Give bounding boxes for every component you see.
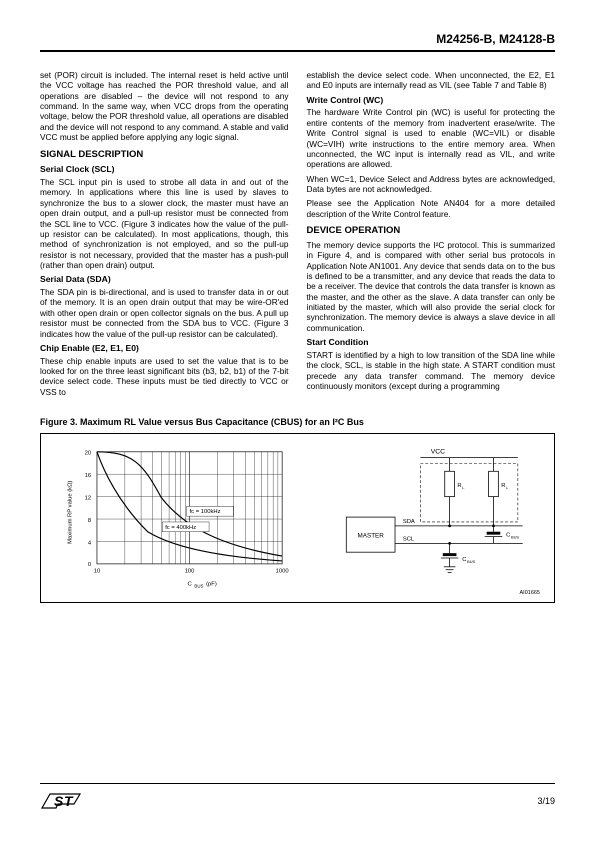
ce-head: Chip Enable (E2, E1, E0) bbox=[40, 343, 289, 354]
sda-head: Serial Data (SDA) bbox=[40, 274, 289, 285]
svg-text:1000: 1000 bbox=[276, 569, 290, 575]
ylabel: Maximum RP value (kΩ) bbox=[68, 481, 74, 544]
chart-svg: fc = 100kHz fc = 400kHz 20 16 12 8 4 0 1… bbox=[49, 444, 324, 598]
scl-label: SCL bbox=[403, 537, 415, 543]
sda-label: SDA bbox=[403, 519, 415, 525]
devop-head: DEVICE OPERATION bbox=[307, 225, 556, 237]
svg-text:BUS: BUS bbox=[194, 583, 203, 588]
svg-text:L: L bbox=[463, 485, 466, 490]
svg-text:8: 8 bbox=[88, 518, 91, 524]
svg-text:4: 4 bbox=[88, 540, 92, 546]
svg-text:R: R bbox=[502, 483, 506, 489]
wc-body2: When WC=1, Device Select and Address byt… bbox=[307, 174, 556, 195]
left-column: set (POR) circuit is included. The inter… bbox=[40, 70, 289, 401]
vcc-label: VCC bbox=[431, 449, 445, 456]
scl-body: The SCL input pin is used to strobe all … bbox=[40, 177, 289, 270]
series-label-400: fc = 400kHz bbox=[165, 525, 196, 531]
wc-body3: Please see the Application Note AN404 fo… bbox=[307, 198, 556, 219]
schematic-area: VCC RL RL MASTER SDA bbox=[334, 444, 546, 598]
right-column: establish the device select code. When u… bbox=[307, 70, 556, 401]
svg-text:C: C bbox=[506, 533, 510, 539]
series-label-100: fc = 100kHz bbox=[190, 509, 221, 515]
svg-text:16: 16 bbox=[85, 473, 91, 479]
signal-description-head: SIGNAL DESCRIPTION bbox=[40, 149, 289, 161]
ai-label: AI01665 bbox=[520, 590, 541, 596]
wc-head: Write Control (WC) bbox=[307, 95, 556, 106]
xlabel: C bbox=[187, 581, 191, 587]
svg-text:L: L bbox=[506, 485, 509, 490]
scl-head: Serial Clock (SCL) bbox=[40, 164, 289, 175]
start-body: START is identified by a high to low tra… bbox=[307, 350, 556, 391]
devop-body: The memory device supports the I²C proto… bbox=[307, 240, 556, 333]
wc-body1: The hardware Write Control pin (WC) is u… bbox=[307, 107, 556, 169]
text-columns: set (POR) circuit is included. The inter… bbox=[40, 70, 555, 401]
sda-body: The SDA pin is bi-directional, and is us… bbox=[40, 287, 289, 339]
svg-text:T: T bbox=[64, 793, 74, 809]
start-head: Start Condition bbox=[307, 337, 556, 348]
svg-text:100: 100 bbox=[185, 569, 195, 575]
ce-body: These chip enable inputs are used to set… bbox=[40, 356, 289, 397]
chart-area: fc = 100kHz fc = 400kHz 20 16 12 8 4 0 1… bbox=[49, 444, 324, 598]
svg-text:C: C bbox=[463, 557, 467, 563]
svg-text:BUS: BUS bbox=[467, 559, 475, 564]
svg-text:12: 12 bbox=[85, 496, 91, 502]
st-logo-icon: S T bbox=[40, 790, 84, 812]
intro-para: set (POR) circuit is included. The inter… bbox=[40, 70, 289, 143]
figure-box: fc = 100kHz fc = 400kHz 20 16 12 8 4 0 1… bbox=[40, 433, 555, 603]
right-intro: establish the device select code. When u… bbox=[307, 70, 556, 91]
master-label: MASTER bbox=[358, 533, 385, 540]
svg-text:(pF): (pF) bbox=[206, 581, 217, 587]
figure-caption: Figure 3. Maximum RL Value versus Bus Ca… bbox=[40, 417, 555, 427]
footer: S T 3/19 bbox=[40, 783, 555, 812]
page-number: 3/19 bbox=[537, 796, 555, 806]
schematic-svg: VCC RL RL MASTER SDA bbox=[334, 444, 546, 598]
svg-text:0: 0 bbox=[88, 562, 92, 568]
svg-text:S: S bbox=[54, 793, 64, 809]
svg-text:R: R bbox=[458, 483, 462, 489]
header-title: M24256-B, M24128-B bbox=[40, 32, 555, 52]
svg-text:10: 10 bbox=[94, 569, 101, 575]
svg-text:20: 20 bbox=[85, 451, 92, 457]
svg-text:BUS: BUS bbox=[511, 535, 519, 540]
